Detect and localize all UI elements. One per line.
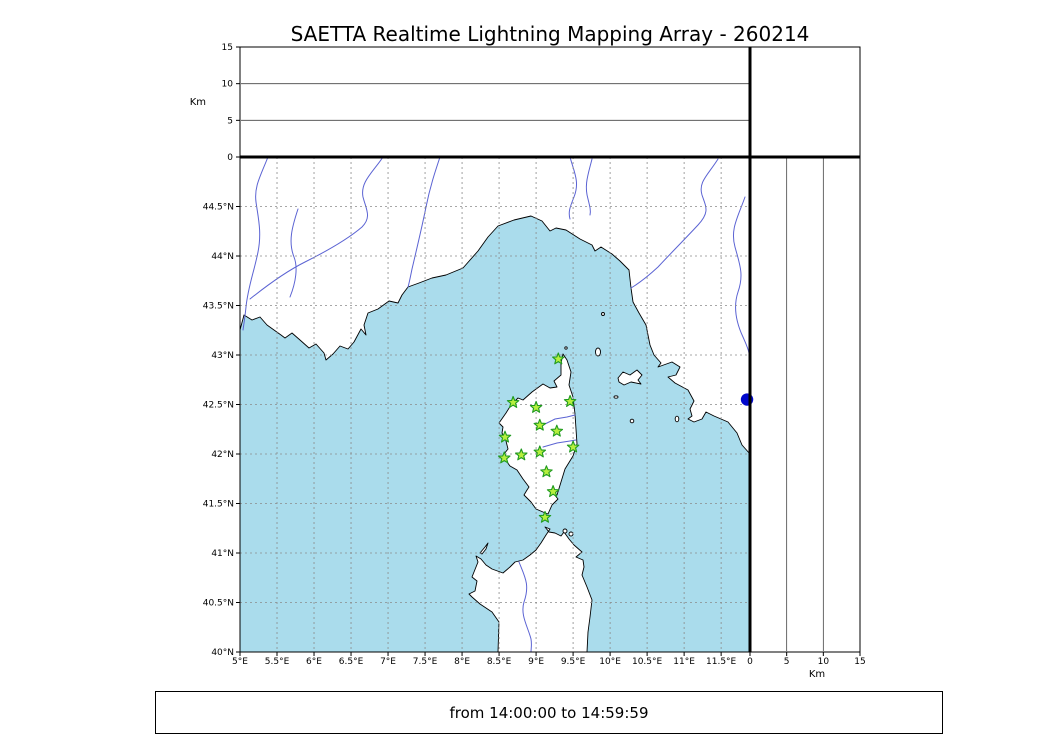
station-marker — [552, 352, 565, 365]
station-marker — [533, 445, 547, 458]
lon-tick-label: 5.5°E — [265, 657, 290, 667]
alt-tick-label-top: 0 — [227, 153, 233, 163]
island-asinara — [479, 542, 489, 555]
lon-tick-label: 6°E — [306, 657, 322, 667]
alt-tick-label-top: 15 — [222, 43, 233, 53]
alt-tick-label-right: 0 — [747, 657, 753, 667]
station-marker — [497, 451, 511, 464]
lon-tick-label: 8.5°E — [487, 657, 512, 667]
station-markers — [497, 352, 754, 523]
river-arno — [630, 158, 719, 289]
lat-tick-label: 40.5°N — [203, 599, 234, 609]
island-giglio — [674, 415, 680, 423]
island-giraglia — [564, 346, 568, 350]
station-marker — [540, 465, 553, 478]
river-var — [407, 157, 441, 288]
land-continent — [240, 157, 750, 455]
lat-tick-label: 42.5°N — [203, 401, 234, 411]
lon-tick-label: 9°E — [528, 657, 544, 667]
lon-tick-label: 10°E — [599, 657, 621, 667]
station-marker — [529, 400, 543, 413]
axis-labels: 5°E 5.5°E 6°E 6.5°E 7°E 7.5°E 8°E 8.5°E 9°E 9.5°E… — [190, 43, 866, 680]
river-po-trib-1 — [568, 157, 577, 220]
alt-tick-label-top: 5 — [227, 116, 233, 126]
lon-tick-label: 8°E — [454, 657, 470, 667]
time-window-text: from 14:00:00 to 14:59:59 — [449, 703, 649, 722]
lat-tick-label: 43.5°N — [203, 302, 234, 312]
island-montecristo — [629, 418, 635, 424]
station-marker — [506, 395, 520, 408]
station-marker — [546, 485, 560, 498]
alt-tick-label-right: 15 — [854, 657, 865, 667]
lat-tick-label: 40°N — [211, 648, 234, 658]
river-durance — [249, 157, 384, 300]
river-rhone — [242, 157, 269, 331]
island-gorgona — [601, 312, 605, 316]
altitude-gridlines — [241, 83, 824, 651]
station-marker — [550, 424, 564, 437]
island-pianosa — [613, 395, 619, 399]
lon-tick-label: 7°E — [380, 657, 396, 667]
island-capraia — [595, 347, 601, 357]
alt-tick-label-right: 5 — [784, 657, 790, 667]
lon-tick-label: 10.5°E — [632, 657, 663, 667]
lon-tick-label: 11.5°E — [706, 657, 737, 667]
lat-tick-label: 41.5°N — [203, 500, 234, 510]
time-window-box: from 14:00:00 to 14:59:59 — [155, 691, 943, 734]
island-elba — [617, 369, 643, 386]
island-caprera — [568, 531, 574, 537]
station-marker — [515, 448, 528, 461]
station-marker — [498, 430, 512, 443]
lat-tick-label: 44°N — [211, 252, 234, 262]
land-sardinia — [468, 526, 593, 652]
km-axis-label-top: Km — [190, 97, 206, 108]
lat-tick-label: 43°N — [211, 351, 234, 361]
river-tavignano — [542, 439, 577, 448]
river-golo — [542, 414, 576, 426]
river-po-trib-2 — [585, 158, 593, 216]
river-tiber — [732, 196, 750, 354]
river-durance-trib — [289, 208, 299, 298]
map-grid — [240, 157, 750, 652]
alt-tick-label-top: 10 — [222, 80, 234, 90]
lon-tick-label: 7.5°E — [413, 657, 438, 667]
lon-tick-label: 5°E — [232, 657, 248, 667]
lat-tick-label: 41°N — [211, 549, 234, 559]
island-maddalena — [562, 528, 568, 534]
river-coghinas — [518, 561, 532, 652]
lat-tick-label: 42°N — [211, 450, 234, 460]
lat-tick-label: 44.5°N — [203, 203, 234, 213]
page-title: SAETTA Realtime Lightning Mapping Array … — [290, 22, 810, 46]
lon-tick-label: 11°E — [673, 657, 695, 667]
station-marker — [566, 440, 580, 453]
station-marker — [538, 510, 552, 523]
station-marker — [533, 418, 547, 431]
lon-tick-label: 6.5°E — [339, 657, 364, 667]
km-axis-label-right: Km — [809, 669, 825, 680]
alt-tick-label-right: 10 — [818, 657, 830, 667]
altitude-latitude-panel — [749, 156, 861, 653]
lon-tick-label: 9.5°E — [561, 657, 586, 667]
corner-box — [749, 46, 861, 158]
altitude-longitude-panel — [239, 46, 751, 158]
station-marker — [563, 394, 577, 407]
